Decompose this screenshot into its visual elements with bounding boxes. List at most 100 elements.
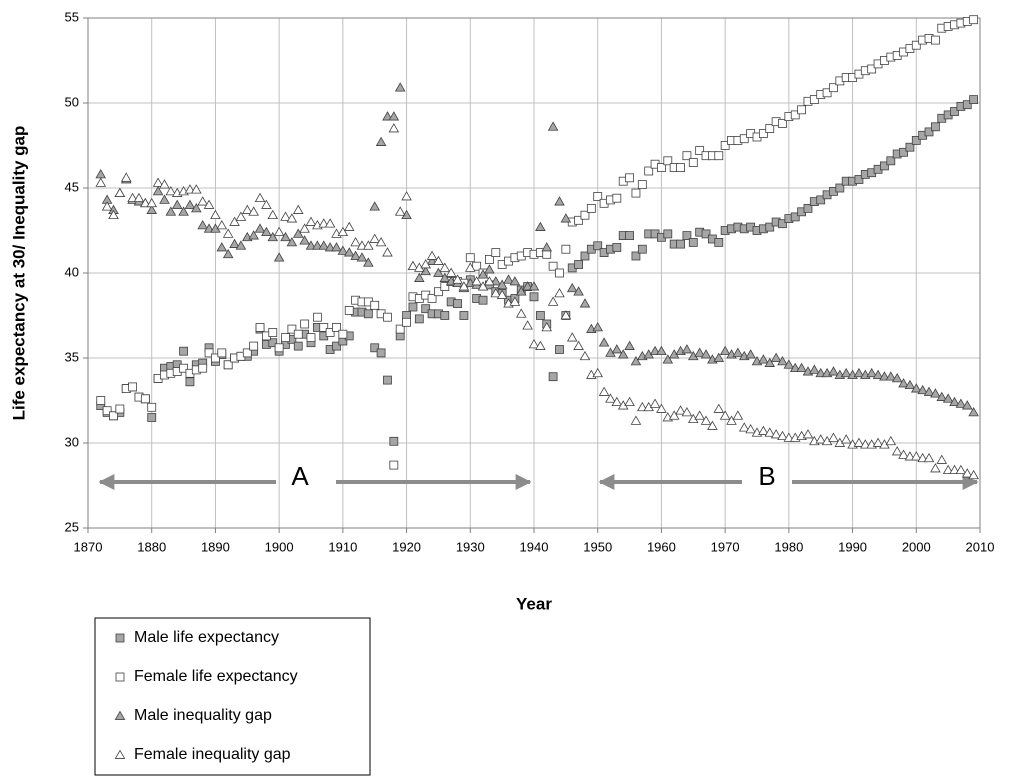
point <box>566 282 578 293</box>
point <box>738 422 750 432</box>
point <box>663 156 673 166</box>
point <box>580 251 590 261</box>
point <box>515 308 527 318</box>
point <box>490 287 502 298</box>
point <box>720 141 730 150</box>
point <box>216 219 228 230</box>
point <box>535 340 546 350</box>
point <box>421 304 431 314</box>
point <box>496 289 508 299</box>
point <box>179 363 188 373</box>
point <box>815 434 827 444</box>
point <box>522 281 533 291</box>
point <box>924 127 934 137</box>
point <box>961 400 973 410</box>
point <box>394 82 406 92</box>
point <box>770 352 782 362</box>
point <box>402 317 411 327</box>
y-tick-label: 30 <box>65 434 79 449</box>
point <box>631 188 641 198</box>
point <box>560 310 572 320</box>
point <box>319 322 329 332</box>
point <box>891 372 903 383</box>
point <box>235 211 247 221</box>
x-tick-label: 1990 <box>838 539 867 554</box>
point <box>128 382 138 392</box>
point <box>241 204 253 214</box>
point <box>835 183 845 193</box>
point <box>242 348 252 358</box>
point <box>969 95 979 104</box>
point <box>305 240 317 250</box>
point <box>515 286 527 296</box>
point <box>803 203 813 213</box>
point <box>184 184 196 194</box>
point <box>598 337 610 347</box>
point <box>682 151 692 161</box>
point <box>745 423 756 434</box>
point <box>185 377 195 387</box>
point <box>904 379 916 390</box>
legend-marker <box>115 672 125 682</box>
point <box>426 255 438 265</box>
point <box>191 202 202 213</box>
point <box>707 420 718 430</box>
x-tick-label: 1910 <box>328 539 357 554</box>
point <box>102 406 112 416</box>
point <box>407 260 419 271</box>
point <box>535 221 546 231</box>
point <box>324 242 336 252</box>
point <box>165 206 177 216</box>
y-tick-label: 25 <box>65 519 79 534</box>
point <box>695 146 705 156</box>
point <box>300 319 310 329</box>
point <box>866 367 877 378</box>
point <box>433 267 444 277</box>
point <box>790 212 800 222</box>
annotation: B <box>758 461 775 491</box>
point <box>197 219 208 230</box>
point <box>898 449 909 459</box>
point <box>701 229 711 239</box>
point <box>254 223 266 233</box>
point <box>961 468 973 478</box>
annotation: A <box>291 461 309 491</box>
point <box>726 415 737 425</box>
point <box>809 364 820 374</box>
point <box>802 429 814 439</box>
point <box>917 452 928 463</box>
point <box>458 281 470 291</box>
point <box>159 194 170 204</box>
point <box>306 333 316 343</box>
point <box>152 177 164 187</box>
point <box>235 240 247 250</box>
point <box>936 454 948 464</box>
series <box>96 95 979 446</box>
point <box>292 204 304 214</box>
point <box>152 185 164 196</box>
point <box>350 250 361 260</box>
point <box>248 206 259 216</box>
point <box>280 231 291 242</box>
point <box>325 328 335 337</box>
point <box>688 237 698 247</box>
point <box>382 247 393 257</box>
point <box>159 179 170 189</box>
point <box>376 348 386 358</box>
point <box>388 111 400 121</box>
point <box>382 111 393 121</box>
point <box>676 239 685 249</box>
point <box>840 367 852 378</box>
point <box>312 240 323 250</box>
point <box>101 201 113 211</box>
point <box>758 425 769 435</box>
point <box>548 261 558 271</box>
point <box>350 236 361 247</box>
point <box>140 197 151 208</box>
point <box>414 272 425 282</box>
point <box>370 343 380 353</box>
y-axis-title: Life expectancy at 30/ Inequality gap <box>9 126 28 421</box>
x-tick-label: 1980 <box>774 539 803 554</box>
series <box>96 15 979 470</box>
